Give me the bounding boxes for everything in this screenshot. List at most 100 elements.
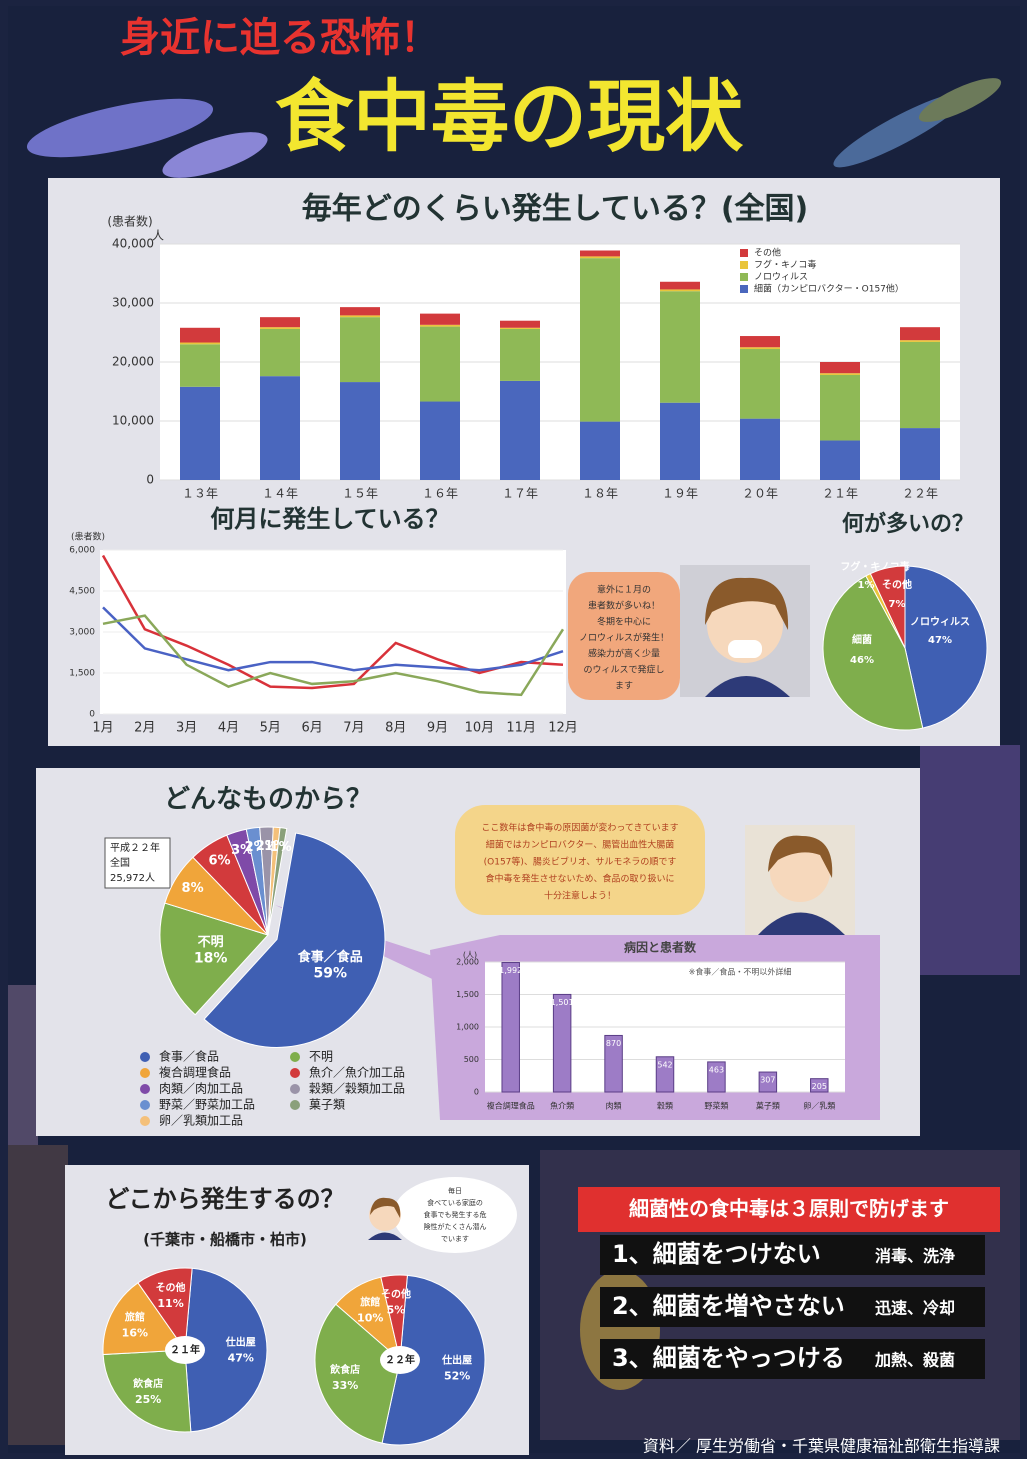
y-tick-label: 0 (89, 710, 95, 720)
bar-segment (340, 315, 380, 317)
bar-segment (580, 256, 620, 258)
chart-title: 何が多いの？ (842, 511, 974, 537)
slice-value: 10% (357, 1311, 383, 1324)
slice-label: ノロウィルス (910, 616, 970, 628)
bar-segment (740, 336, 780, 347)
bubble-text: 険性がたくさん潜ん (424, 1222, 487, 1231)
legend-label: ノロウィルス (754, 272, 808, 283)
bar-segment (180, 328, 220, 343)
slice-value: 25% (135, 1393, 161, 1406)
bar-segment (260, 327, 300, 329)
x-tick-label: 8月 (385, 721, 406, 736)
y-tick-label: 0 (146, 473, 154, 487)
slice-value: 33% (332, 1379, 358, 1392)
bar-segment (260, 317, 300, 327)
x-tick-label: 穀類 (657, 1101, 673, 1111)
legend-dot (140, 1084, 150, 1094)
legend-dot (140, 1100, 150, 1110)
bar-segment (420, 314, 460, 325)
x-tick-label: 9月 (427, 721, 448, 736)
x-tick-label: 菓子類 (756, 1101, 780, 1111)
bar-segment (900, 340, 940, 342)
bar (553, 994, 570, 1092)
x-tick-label: 1月 (92, 721, 113, 736)
bubble-text: ノロウィルスが発生！ (579, 632, 669, 644)
legend-dot (290, 1068, 300, 1078)
prevention-item-detail: 消毒、洗浄 (875, 1247, 955, 1266)
y-tick-label: 6,000 (69, 546, 95, 556)
slice-label: 不明 (198, 935, 224, 950)
x-tick-label: 魚介類 (550, 1101, 574, 1111)
x-tick-label: 5月 (260, 721, 281, 736)
x-tick-label: 12月 (548, 721, 578, 736)
slice-label: 仕出屋 (441, 1354, 472, 1367)
slice-value: 1% (858, 580, 875, 591)
y-tick-label: 10,000 (112, 414, 154, 428)
y-tick-label: 500 (464, 1055, 479, 1064)
bubble-text: 毎日 (448, 1186, 462, 1195)
legend-dot (140, 1116, 150, 1126)
chart-note: ※食事／食品・不明以外詳細 (689, 967, 792, 977)
person-mask (728, 640, 762, 658)
bar-segment (740, 349, 780, 419)
chart-title: ２２年 (385, 1353, 415, 1366)
bar-segment (820, 440, 860, 480)
data-label: 205 (812, 1082, 827, 1091)
y-tick-label: 1,000 (456, 1023, 479, 1032)
bar (502, 963, 519, 1092)
y-axis-label: (人) (463, 951, 477, 960)
y-tick-label: 4,500 (69, 587, 95, 597)
slice-value: 7% (889, 599, 906, 610)
bacteria-decoration (8, 985, 38, 1145)
legend-label: 野菜／野菜加工品 (159, 1098, 255, 1112)
slice-label: 旅館 (125, 1311, 145, 1324)
slice-value: 47% (228, 1351, 254, 1364)
page: 身近に迫る恐怖！ 食中毒の現状 どこから発生するの？ (千葉市・船橋市・柏市) … (0, 0, 1027, 1459)
x-tick-label: 7月 (343, 721, 364, 736)
x-tick-label: 4月 (218, 721, 239, 736)
slice-value: 47% (928, 635, 952, 646)
legend-dot (140, 1068, 150, 1078)
slice-label: 飲食店 (329, 1363, 360, 1376)
legend-dot (140, 1052, 150, 1062)
legend-label: 魚介／魚介加工品 (309, 1066, 405, 1080)
bar-segment (180, 343, 220, 345)
x-tick-label: 野菜類 (704, 1101, 728, 1111)
slice-label: 細菌 (852, 633, 872, 646)
y-tick-label: 1,500 (456, 990, 479, 999)
slice-value: 11% (157, 1297, 183, 1310)
slice-label: 食事／食品 (298, 949, 363, 965)
bar-segment (580, 250, 620, 256)
x-tick-label: 6月 (301, 721, 322, 736)
prevention-item: 3、細菌をやっつける (612, 1344, 845, 1372)
bar-segment (820, 373, 860, 375)
slice-label: 仕出屋 (225, 1335, 256, 1348)
bar-segment (420, 325, 460, 327)
bar-segment (500, 321, 540, 328)
bacteria-decoration (8, 1145, 68, 1445)
legend-label: 細菌（カンピロバクター・O157他） (754, 283, 904, 295)
legend-dot (290, 1052, 300, 1062)
prevention-item-detail: 加熱、殺菌 (874, 1351, 955, 1370)
legend-dot (290, 1100, 300, 1110)
section-title: どこから発生するの？ (105, 1185, 344, 1213)
legend-swatch (740, 273, 748, 281)
prevention-item: 1、細菌をつけない (612, 1240, 821, 1268)
chart-title: どんなものから？ (164, 785, 372, 815)
bubble-text: ここ数年は食中毒の原因菌が変わってきています (481, 822, 678, 834)
y-tick-label: 1,500 (69, 669, 95, 679)
slice-label: その他 (156, 1281, 186, 1294)
x-tick-label: ２２年 (902, 487, 938, 501)
bar-segment (340, 307, 380, 315)
data-label: 463 (709, 1065, 724, 1074)
bacteria-decoration (920, 745, 1020, 975)
bar-segment (180, 344, 220, 386)
y-axis-unit: 人 (152, 229, 164, 243)
bar-segment (580, 422, 620, 480)
slice-value: 18% (194, 951, 228, 967)
bubble-text: 食事でも発生する危 (424, 1210, 487, 1219)
legend-label: 卵／乳類加工品 (159, 1114, 243, 1128)
slice-label: その他 (381, 1287, 411, 1300)
x-tick-label: 3月 (176, 721, 197, 736)
bar-segment (660, 291, 700, 403)
